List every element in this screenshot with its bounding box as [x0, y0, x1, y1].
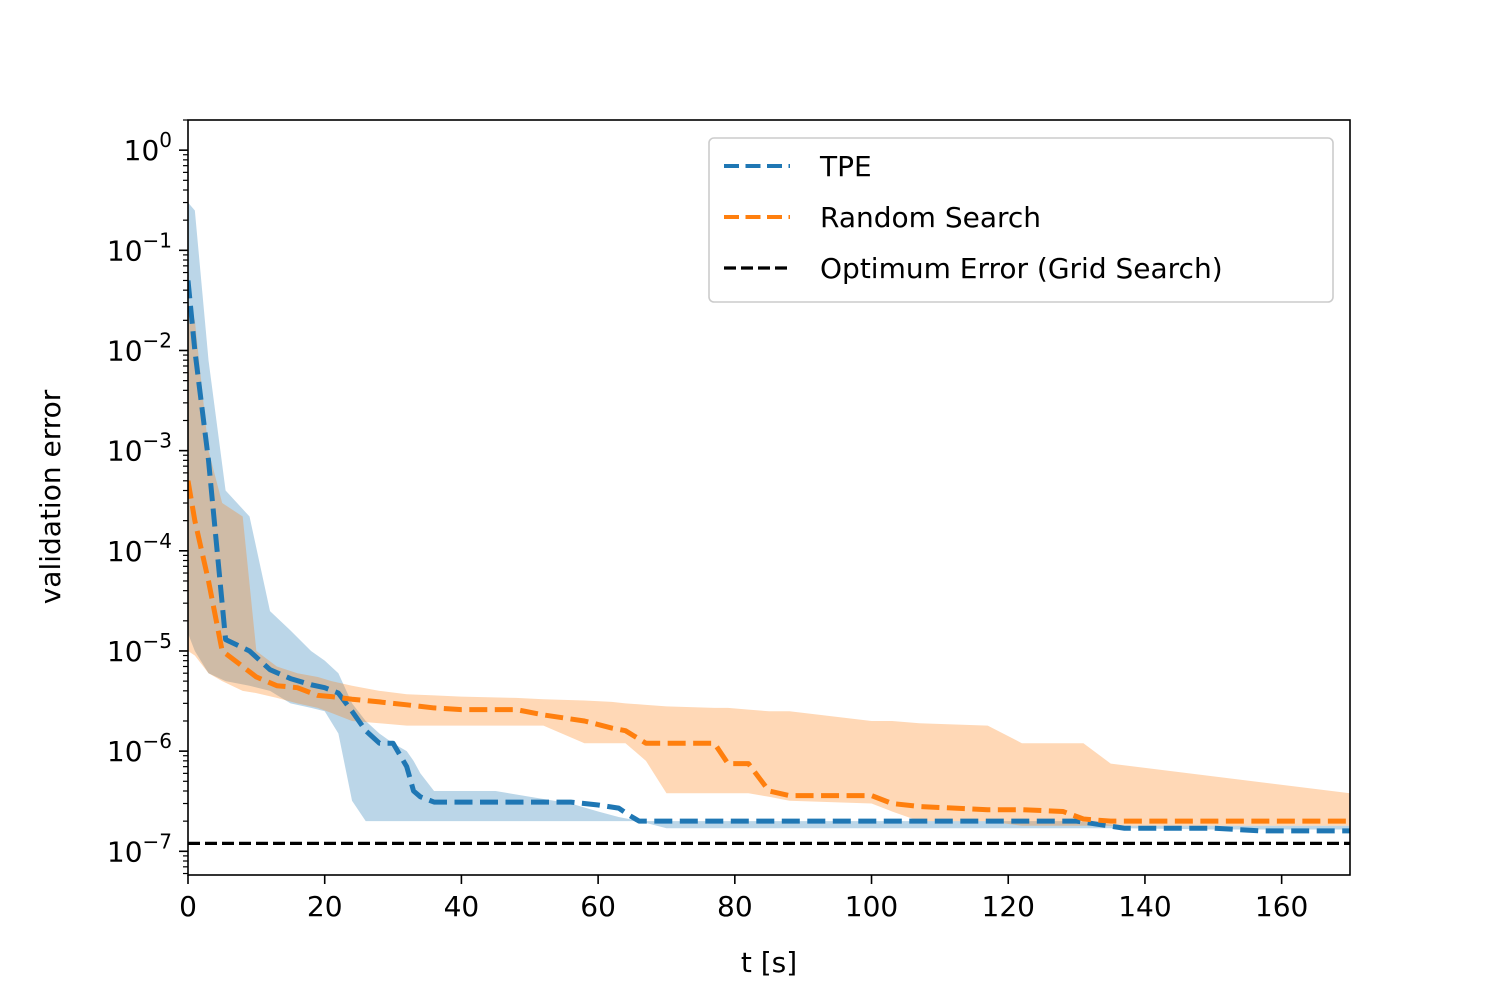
- y-tick-label: 10−1: [107, 228, 172, 267]
- legend-box: [708, 137, 1334, 303]
- y-axis-label: validation error: [34, 389, 67, 604]
- x-tick-label: 0: [179, 890, 197, 923]
- y-tick-label: 10−6: [107, 729, 172, 768]
- x-tick-label: 120: [982, 890, 1035, 923]
- x-tick-label: 60: [580, 890, 616, 923]
- legend-label-optimum-error: Optimum Error (Grid Search): [820, 252, 1223, 285]
- y-tick-label: 10−3: [107, 429, 172, 468]
- x-tick-label: 160: [1255, 890, 1308, 923]
- x-axis-ticks: 0 20 40 60 80 100 120 140 160: [179, 875, 1308, 923]
- y-axis-ticks: 100 10−1 10−2 10−3 10−4 10−5 10−6 10−7: [107, 119, 188, 875]
- x-tick-label: 140: [1118, 890, 1171, 923]
- legend: TPE Random Search Optimum Error (Grid Se…: [708, 137, 1334, 303]
- legend-label-tpe: TPE: [819, 150, 872, 183]
- plot-frame: [187, 119, 1351, 876]
- y-tick-label: 10−7: [107, 829, 172, 868]
- tpe-line: [188, 280, 1350, 834]
- x-tick-label: 40: [444, 890, 480, 923]
- x-tick-label: 80: [717, 890, 753, 923]
- series-lines: [188, 280, 1350, 845]
- x-tick-label: 20: [307, 890, 343, 923]
- y-tick-label: 100: [124, 128, 172, 167]
- y-tick-label: 10−2: [107, 328, 172, 367]
- y-tick-label: 10−4: [107, 529, 172, 568]
- confidence-bands: [188, 202, 1350, 830]
- random-search-line: [188, 480, 1350, 824]
- random-search-band: [188, 302, 1350, 826]
- legend-label-random-search: Random Search: [820, 201, 1041, 234]
- x-axis-label: t [s]: [741, 946, 797, 979]
- x-tick-label: 100: [845, 890, 898, 923]
- y-tick-label: 10−5: [107, 629, 172, 668]
